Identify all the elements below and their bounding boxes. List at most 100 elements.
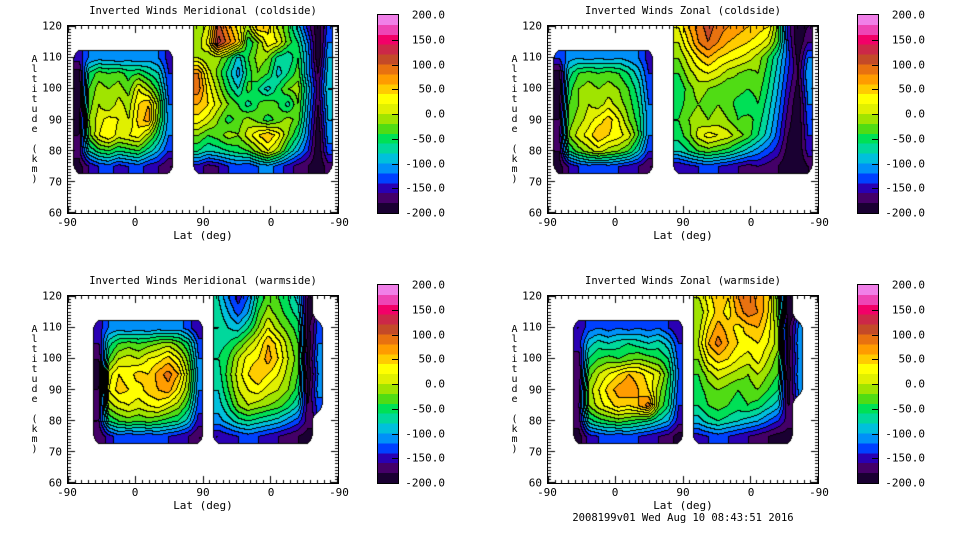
- colorbar: [377, 14, 399, 214]
- y-tick-label: 120: [522, 19, 542, 33]
- colorbar-tick-label: 50.0: [418, 82, 446, 96]
- colorbar-tick: [872, 359, 878, 361]
- x-tick-label: -90: [809, 486, 829, 499]
- y-tick-label: 70: [48, 445, 62, 459]
- x-tick-label: -90: [537, 486, 557, 499]
- colorbar-tick-label: -50.0: [891, 402, 925, 416]
- y-tick-label: 90: [528, 383, 542, 396]
- colorbar-tick-label: 150.0: [891, 33, 925, 47]
- plot-area: [547, 295, 819, 484]
- x-tick-label: -90: [57, 216, 77, 229]
- y-tick-label: 80: [528, 414, 542, 428]
- colorbar: [857, 284, 879, 484]
- x-tick-labels: -90 0 90 0 -90: [57, 486, 349, 499]
- y-tick-label: 110: [42, 50, 62, 64]
- x-tick-label: -90: [537, 216, 557, 229]
- colorbar-tick: [872, 433, 878, 435]
- x-tick-label: 0: [131, 216, 139, 229]
- colorbar-tick-label: 50.0: [418, 352, 446, 366]
- y-tick-label: 90: [48, 113, 62, 126]
- colorbar-tick-label: -150.0: [885, 451, 925, 465]
- y-axis-label: Altitude (km): [29, 323, 40, 454]
- colorbar-tick: [872, 89, 878, 91]
- y-tick-label: 80: [48, 144, 62, 158]
- contour-canvas: [68, 26, 338, 213]
- x-tick-label: 0: [267, 486, 275, 499]
- colorbar-tick-label: 100.0: [411, 58, 445, 71]
- colorbar-tick-label: -100.0: [405, 157, 445, 170]
- x-tick-label: -90: [329, 486, 349, 499]
- colorbar-tick: [392, 384, 398, 385]
- y-tick-label: 80: [528, 144, 542, 158]
- x-tick-labels: -90 0 90 0 -90: [537, 486, 829, 499]
- timestamp: 2008199v01 Wed Aug 10 08:43:51 2016: [572, 512, 794, 524]
- x-tick-label: 0: [611, 216, 619, 229]
- colorbar-tick-label: 100.0: [891, 328, 925, 341]
- panel-meridional-warmside: Inverted Winds Meridional (warmside) Alt…: [0, 270, 480, 540]
- y-tick-label: 70: [528, 175, 542, 189]
- x-tick-label: -90: [329, 216, 349, 229]
- colorbar-tick-label: 200.0: [411, 8, 445, 22]
- colorbar-tick-label: -50.0: [411, 402, 445, 416]
- panel-title: Inverted Winds Meridional (coldside): [89, 5, 317, 17]
- y-tick-label: 100: [522, 81, 542, 95]
- y-tick-label: 60: [528, 476, 542, 490]
- y-tick-label: 120: [42, 289, 62, 303]
- colorbar-tick-label: 150.0: [891, 303, 925, 317]
- colorbar-tick-label: 0.0: [425, 107, 445, 121]
- colorbar-tick: [392, 163, 398, 165]
- colorbar-tick: [392, 114, 398, 115]
- colorbar-tick-label: 0.0: [905, 377, 925, 391]
- colorbar-tick: [392, 89, 398, 91]
- y-tick-label: 120: [42, 19, 62, 33]
- colorbar-tick: [872, 138, 878, 140]
- colorbar-tick-label: -100.0: [885, 157, 925, 170]
- x-tick-label: 0: [267, 216, 275, 229]
- x-tick-label: 0: [747, 216, 755, 229]
- y-tick-label: 110: [522, 50, 542, 64]
- panel-zonal-warmside: Inverted Winds Zonal (warmside) Altitude…: [480, 270, 960, 540]
- colorbar-tick-label: -100.0: [405, 427, 445, 440]
- colorbar-tick-label: -50.0: [411, 132, 445, 146]
- colorbar-tick: [872, 408, 878, 410]
- colorbar-tick: [392, 458, 398, 460]
- x-axis-label: Lat (deg): [653, 229, 713, 242]
- y-tick-labels: 120 110 100 90 80 70 60: [26, 290, 64, 490]
- y-axis-label: Altitude (km): [509, 323, 520, 454]
- colorbar-tick: [392, 309, 398, 311]
- colorbar-tick-label: 200.0: [891, 8, 925, 22]
- y-tick-label: 120: [522, 289, 542, 303]
- colorbar-labels: 200.0 150.0 100.0 50.0 0.0 -50.0 -100.0 -150.0 -…: [399, 279, 446, 490]
- colorbar-labels: 200.0 150.0 100.0 50.0 0.0 -50.0 -100.0 -150.0 -…: [879, 9, 925, 220]
- colorbar-tick: [872, 114, 878, 115]
- x-axis-label: Lat (deg): [653, 499, 713, 512]
- y-tick-label: 110: [42, 320, 62, 334]
- colorbar-tick: [872, 163, 878, 165]
- y-axis-label: Altitude (km): [509, 53, 520, 184]
- colorbar-tick-label: -200.0: [885, 476, 925, 490]
- x-tick-label: -90: [809, 216, 829, 229]
- colorbar-tick: [872, 384, 878, 385]
- colorbar-tick-label: -100.0: [885, 427, 925, 440]
- y-tick-label: 100: [42, 81, 62, 95]
- colorbar-tick-label: 150.0: [411, 303, 445, 317]
- y-tick-label: 70: [48, 175, 62, 189]
- y-tick-label: 60: [48, 206, 62, 220]
- y-tick-label: 90: [48, 383, 62, 396]
- colorbar-tick-label: 0.0: [425, 377, 445, 391]
- colorbar-tick: [392, 188, 398, 190]
- colorbar-tick: [872, 39, 878, 41]
- contour-canvas: [548, 26, 818, 213]
- colorbar-tick: [392, 433, 398, 435]
- y-tick-label: 100: [42, 351, 62, 365]
- x-tick-label: 90: [196, 486, 210, 499]
- panel-title: Inverted Winds Meridional (warmside): [89, 275, 317, 287]
- colorbar-tick-label: -50.0: [891, 132, 925, 146]
- y-tick-label: 80: [48, 414, 62, 428]
- colorbar-tick-label: 200.0: [411, 278, 445, 292]
- contour-canvas: [548, 296, 818, 483]
- colorbar-tick-label: 100.0: [891, 58, 925, 71]
- plot-area: [547, 25, 819, 214]
- panel-meridional-coldside: Inverted Winds Meridional (coldside) Alt…: [0, 0, 480, 270]
